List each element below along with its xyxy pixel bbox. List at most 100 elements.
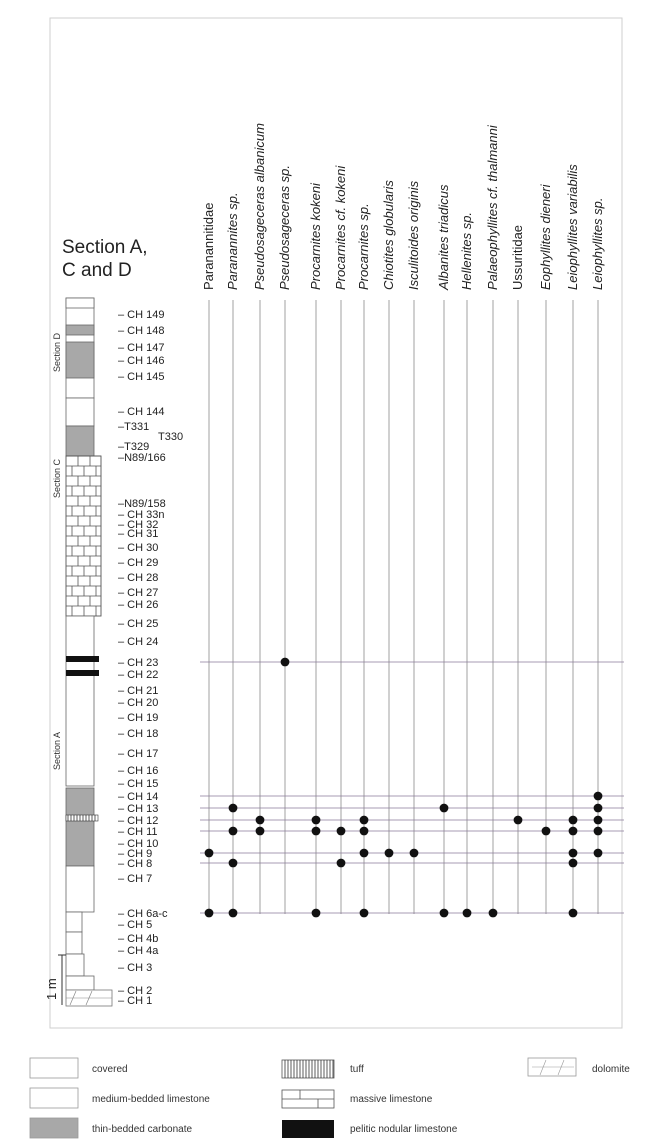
taxon-label-leiophyllites-variabilis: Leiophyllites variabilis	[565, 164, 580, 290]
taxon-label-pseudosageceras-sp: Pseudosageceras sp.	[277, 165, 292, 290]
occurrence-dot-ch-9-isculitoides-originis	[409, 848, 419, 858]
legend-item-covered: covered	[29, 1057, 128, 1079]
sample-label-ch-144: – CH 144	[118, 406, 164, 418]
bed-pelitic-nodular-limestone	[66, 670, 99, 676]
sample-lines	[200, 661, 624, 914]
occurrence-dot-ch-8-paranannites-sp	[228, 858, 238, 868]
legend-item-dolomite: dolomite	[527, 1057, 630, 1077]
sample-label-ch-4a: – CH 4a	[118, 945, 159, 957]
sample-label-ch-147: – CH 147	[118, 342, 164, 354]
occurrence-dot-ch-11-procarnites-sp	[359, 826, 369, 836]
sample-label-ch-1: – CH 1	[118, 995, 152, 1007]
legend-swatch-medium	[29, 1087, 79, 1109]
sample-label-ch-17: – CH 17	[118, 748, 158, 760]
bed-tuff	[65, 814, 99, 822]
occurrence-dot-ch-9-procarnites-sp	[359, 848, 369, 858]
legend-item-medium-bedded-limestone: medium-bedded limestone	[29, 1087, 210, 1109]
bed-thin-bedded-carbonate	[65, 787, 95, 867]
taxon-label-ussuritidae: Ussuritidae	[510, 225, 525, 290]
sample-label-ch-18: – CH 18	[118, 728, 158, 740]
legend-swatch-tuff	[281, 1059, 335, 1079]
massive-limestone-pattern	[66, 455, 101, 616]
sample-label-ch-30: – CH 30	[118, 542, 158, 554]
sample-label-ch-149: – CH 149	[118, 309, 164, 321]
sample-label-t329: –T329	[118, 441, 149, 453]
sample-label-ch-20: – CH 20	[118, 697, 158, 709]
occurrence-dot-ch-11-pseudosageceras-albanicum	[255, 826, 265, 836]
sample-label-ch-26: – CH 26	[118, 599, 158, 611]
occurrence-dot-ch-6a-c-hellenites-sp	[462, 908, 472, 918]
sample-label-ch-29: – CH 29	[118, 557, 158, 569]
occurrence-dots	[204, 657, 603, 918]
sample-label-ch-14: – CH 14	[118, 791, 158, 803]
taxon-range-lines	[208, 300, 599, 914]
sample-label-ch-27: – CH 27	[118, 587, 158, 599]
occurrence-dot-ch-13-albanites-triadicus	[439, 803, 449, 813]
section-title-line-1: Section A,	[62, 237, 148, 258]
occurrence-dot-ch-6a-c-leiophyllites-variabilis	[568, 908, 578, 918]
occurrence-dot-ch-12-procarnites-kokeni	[311, 815, 321, 825]
sample-label-ch-4b: – CH 4b	[118, 933, 158, 945]
legend-swatch-thin	[29, 1117, 79, 1139]
occurrence-dot-ch-8-leiophyllites-variabilis	[568, 858, 578, 868]
legend-swatch-covered	[29, 1057, 79, 1079]
taxon-label-pseudosageceras-albanicum: Pseudosageceras albanicum	[252, 123, 267, 290]
occurrence-dot-ch-12-pseudosageceras-albanicum	[255, 815, 265, 825]
legend-item-thin-bedded-carbonate: thin-bedded carbonate	[29, 1117, 193, 1139]
legend-swatch-pelitic	[282, 1120, 334, 1138]
taxa-labels: Paranannitidae Paranannites sp. Pseudosage…	[201, 123, 605, 291]
sample-label-ch-148: – CH 148	[118, 325, 164, 337]
sample-label-ch-2: – CH 2	[118, 985, 152, 997]
sample-label-ch-7: – CH 7	[118, 873, 152, 885]
sample-label-n89-166: –N89/166	[118, 452, 166, 464]
bed-pelitic-nodular-limestone	[66, 656, 99, 662]
sample-label-ch-25: – CH 25	[118, 618, 158, 630]
taxon-label-chiotites-globularis: Chiotites globularis	[381, 180, 396, 290]
legend-label-pelitic: pelitic nodular limestone	[350, 1124, 458, 1135]
section-label-c: Section C	[52, 458, 62, 498]
bed-covered	[65, 975, 95, 991]
occurrence-dot-ch-12-ussuritidae	[513, 815, 523, 825]
taxon-label-paranannites-sp: Paranannites sp.	[225, 192, 240, 290]
sample-label-ch-11: – CH 11	[118, 826, 158, 838]
legend-item-pelitic-nodular-limestone: pelitic nodular limestone	[282, 1120, 458, 1138]
occurrence-dot-ch-6a-c-palaeophyllites-cf-thalmanni	[488, 908, 498, 918]
occurrence-dot-ch-6a-c-procarnites-sp	[359, 908, 369, 918]
taxon-label-eophyllites-dieneri: Eophyllites dieneri	[538, 183, 553, 290]
occurrence-dot-ch-12-leiophyllites-variabilis	[568, 815, 578, 825]
occurrence-dot-ch-14-leiophyllites-sp	[593, 791, 603, 801]
sample-labels: – CH 149 – CH 148 – CH 147– CH 146 – CH 145…	[118, 309, 183, 1007]
sample-label-ch-146: – CH 146	[118, 355, 164, 367]
sample-label-t330: T330	[158, 431, 183, 443]
occurrence-dot-ch-6a-c-procarnites-kokeni	[311, 908, 321, 918]
sample-label-ch-8: – CH 8	[118, 858, 152, 870]
sample-label-ch-19: – CH 19	[118, 712, 158, 724]
sample-label-t331: –T331	[118, 421, 149, 433]
bed-medium-bedded-limestone	[65, 953, 85, 977]
occurrence-dot-ch-11-procarnites-kokeni	[311, 826, 321, 836]
sample-label-ch-31: – CH 31	[118, 528, 158, 540]
legend-label-tuff: tuff	[350, 1064, 364, 1075]
occurrence-dot-ch-23-pseudosageceras-sp	[280, 657, 290, 667]
occurrence-dot-ch-13-paranannites-sp	[228, 803, 238, 813]
occurrence-dot-ch-9-leiophyllites-sp	[593, 848, 603, 858]
legend-item-massive-limestone: massive limestone	[281, 1089, 433, 1109]
occurrence-dot-ch-12-procarnites-sp	[359, 815, 369, 825]
taxon-label-isculitoides-originis: Isculitoides originis	[406, 180, 421, 290]
occurrence-dot-ch-11-procarnites-cf-kokeni	[336, 826, 346, 836]
taxon-label-albanites-triadicus: Albanites triadicus	[436, 184, 451, 291]
sample-label-ch-15: – CH 15	[118, 778, 158, 790]
occurrence-dot-ch-11-eophyllites-dieneri	[541, 826, 551, 836]
bed-thin-bedded-carbonate	[65, 341, 95, 379]
occurrence-dot-ch-9-paranannitidae	[204, 848, 214, 858]
legend: covered tuff dolomite medium-bedded lime…	[29, 1057, 630, 1139]
bed-thin-bedded-carbonate	[65, 425, 95, 457]
section-label-a: Section A	[52, 732, 62, 770]
bed-covered	[65, 615, 95, 787]
occurrence-dot-ch-11-leiophyllites-sp	[593, 826, 603, 836]
taxon-label-palaeophyllites-cf-thalmanni: Palaeophyllites cf. thalmanni	[485, 124, 500, 290]
sample-label-ch-3: – CH 3	[118, 962, 152, 974]
occurrence-dot-ch-6a-c-paranannitidae	[204, 908, 214, 918]
bed-covered	[65, 865, 95, 913]
taxon-label-procarnites-sp: Procarnites sp.	[356, 203, 371, 290]
